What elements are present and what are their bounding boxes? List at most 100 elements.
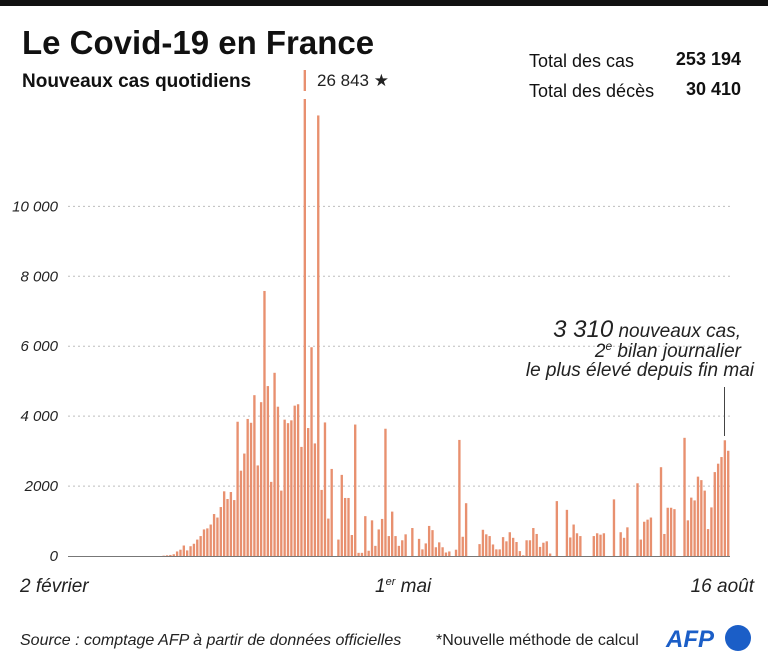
peak-label: 26 843 ★: [317, 71, 389, 90]
bar: [612, 499, 616, 556]
bar: [249, 422, 253, 556]
bar: [384, 428, 387, 556]
bar: [243, 453, 246, 556]
bar: [273, 372, 276, 556]
bar: [222, 491, 226, 556]
bar: [424, 543, 427, 556]
bar: [693, 500, 696, 556]
bar: [700, 480, 703, 556]
bar: [206, 528, 209, 556]
bar: [515, 542, 518, 556]
bar: [417, 538, 421, 556]
bar: [401, 540, 404, 556]
bar: [727, 450, 730, 556]
bar: [501, 537, 505, 556]
bar: [192, 543, 196, 556]
gridlines: [68, 205, 730, 487]
bar: [246, 418, 249, 556]
bar: [212, 514, 216, 556]
bar: [196, 539, 199, 556]
bar: [579, 536, 582, 556]
annotation-line-1: 3 310 nouveaux cas,: [553, 316, 741, 343]
bar: [313, 443, 317, 556]
bar: [434, 547, 438, 556]
bar: [444, 552, 448, 556]
total-cases-label: Total des cas: [529, 51, 634, 71]
bar: [340, 474, 343, 556]
bar: [219, 507, 222, 556]
bar: [394, 536, 397, 556]
bar: [636, 483, 639, 556]
bar: [622, 537, 626, 556]
bar: [461, 536, 464, 556]
bar: [263, 290, 266, 556]
bar: [169, 554, 172, 556]
bar: [485, 534, 488, 556]
bar: [320, 489, 323, 556]
bar: [350, 535, 354, 556]
bar: [491, 544, 495, 556]
bar: [666, 507, 669, 556]
bar: [495, 549, 498, 556]
bar: [710, 507, 713, 556]
bar: [683, 437, 686, 556]
bar: [411, 528, 414, 556]
bar: [478, 544, 481, 556]
bar: [286, 423, 290, 556]
annotation-value: 3 310: [553, 316, 614, 343]
bar: [357, 552, 360, 556]
bar: [202, 529, 206, 556]
bar: [639, 539, 643, 556]
bar: [239, 470, 243, 556]
bar: [643, 521, 646, 556]
bar: [259, 402, 263, 556]
bar: [189, 546, 192, 556]
bar: [488, 536, 491, 556]
bar: [599, 534, 602, 556]
annotation-line-3: le plus élevé depuis fin mai: [526, 360, 755, 381]
bar: [209, 524, 212, 556]
x-tick-label: 16 août: [691, 576, 755, 597]
bar: [374, 545, 377, 556]
annotation-line-2: 2e bilan journalier: [594, 339, 742, 362]
bar: [464, 503, 468, 556]
bar: [283, 419, 286, 556]
bar: [377, 529, 380, 556]
y-tick-label: 2000: [24, 478, 59, 495]
bar: [347, 497, 350, 556]
bar: [310, 347, 313, 556]
bar: [663, 533, 666, 556]
bar: [323, 422, 327, 556]
x-tick-label: 2 février: [19, 576, 89, 597]
bar: [441, 547, 444, 556]
bar: [253, 395, 256, 556]
bar: [592, 536, 595, 556]
bar: [175, 551, 179, 556]
bar: [438, 542, 441, 556]
bar: [343, 497, 347, 556]
bar: [165, 555, 169, 556]
bar: [626, 527, 629, 556]
bar: [528, 540, 532, 556]
bar: [686, 520, 690, 556]
total-cases-value: 253 194: [676, 49, 741, 69]
afp-logo: AFP: [665, 625, 751, 653]
y-tick-label: 0: [50, 548, 59, 565]
bar: [565, 509, 569, 556]
bar: [716, 463, 720, 556]
axis-break: [302, 91, 308, 99]
bar: [354, 424, 357, 556]
y-tick-label: 4 000: [20, 408, 58, 425]
bar: [391, 511, 394, 556]
bar: [300, 446, 303, 556]
chart-title: Le Covid-19 en France: [22, 24, 374, 61]
bar: [575, 533, 579, 556]
bar: [522, 555, 525, 556]
bar: [569, 537, 572, 556]
bar: [296, 404, 300, 556]
total-deaths-value: 30 410: [686, 79, 741, 99]
svg-text:AFP: AFP: [665, 626, 715, 653]
y-axis: 0 2000 4 000 6 000 8 000 10 000: [12, 198, 59, 565]
bar: [387, 536, 390, 556]
bar: [397, 545, 401, 556]
